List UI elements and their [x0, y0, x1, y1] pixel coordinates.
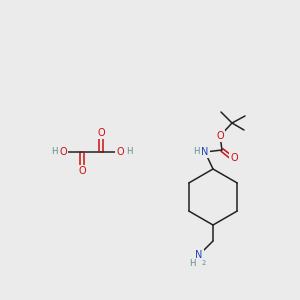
- Text: 2: 2: [202, 260, 206, 266]
- Text: O: O: [59, 147, 67, 157]
- Text: O: O: [116, 147, 124, 157]
- Text: H: H: [51, 148, 57, 157]
- Text: O: O: [78, 166, 86, 176]
- Text: H: H: [126, 148, 132, 157]
- Text: N: N: [195, 250, 203, 260]
- Text: O: O: [97, 128, 105, 138]
- Text: O: O: [230, 153, 238, 163]
- Text: O: O: [216, 131, 224, 141]
- Text: N: N: [201, 147, 209, 157]
- Text: H: H: [193, 148, 199, 157]
- Text: H: H: [189, 259, 195, 268]
